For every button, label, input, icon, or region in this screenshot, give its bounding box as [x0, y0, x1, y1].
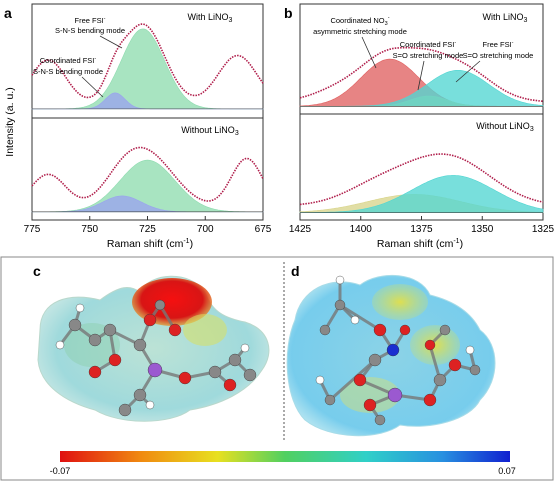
xtick-label: 750 — [81, 224, 98, 235]
fit-curve — [299, 153, 544, 206]
panel-a-free-arrow — [99, 35, 123, 49]
panel-b-xlabel: Raman shift (cm-1) — [377, 238, 463, 250]
atom — [335, 275, 345, 285]
atom — [108, 353, 122, 367]
panel-d-letter: d — [291, 263, 300, 279]
atom — [240, 343, 250, 353]
atom — [223, 378, 237, 392]
fit-curve — [31, 146, 264, 202]
colorbar-min-label: -0.07 — [50, 466, 71, 476]
atom — [350, 315, 360, 325]
panel-b-top-plot — [299, 46, 544, 107]
panel-b-no3-annotation-line1: Coordinated NO3- — [330, 15, 389, 27]
panel-b-bottom-label: Without LiNO3 — [476, 121, 534, 133]
fit-curve — [299, 46, 544, 102]
xtick-label: 700 — [197, 224, 214, 235]
atom — [469, 364, 481, 376]
atom — [387, 387, 403, 403]
xtick-label: 725 — [139, 224, 156, 235]
panel-a-letter: a — [4, 5, 12, 21]
atom — [88, 333, 102, 347]
atom — [75, 303, 85, 313]
panel-a-free-annotation-line1: Free FSI- — [74, 16, 105, 25]
panel-b-no3-arrow — [361, 36, 377, 69]
atom — [368, 353, 382, 367]
panel-a-xticks: 775 750 725 700 675 — [24, 216, 272, 235]
panel-c-molecule-surface — [37, 275, 270, 422]
fit-curve — [31, 23, 264, 99]
panel-a-coord-arrow — [81, 76, 104, 98]
atom — [118, 403, 132, 417]
panel-c-letter: c — [33, 263, 41, 279]
atom — [399, 324, 411, 336]
atom — [133, 338, 147, 352]
atom — [143, 313, 157, 327]
atom — [423, 393, 437, 407]
panel-b-bottom-plot — [299, 153, 544, 213]
xtick-label: 675 — [255, 224, 272, 235]
panel-a-xlabel: Raman shift (cm-1) — [107, 238, 193, 250]
panel-a-top-label: With LiNO3 — [188, 12, 233, 24]
bond — [329, 358, 376, 402]
atom — [145, 400, 155, 410]
colorbar-max-label: 0.07 — [498, 466, 516, 476]
panel-b-free-arrow — [455, 60, 481, 83]
atom — [315, 375, 325, 385]
bond — [339, 303, 381, 332]
series-area — [31, 159, 264, 213]
atom — [103, 323, 117, 337]
panel-b-xticks: 1425 1400 1375 1350 1325 — [289, 216, 554, 235]
panel-d-molecule-atoms — [315, 275, 481, 426]
atom — [374, 414, 386, 426]
xtick-label: 1425 — [289, 224, 312, 235]
panel-b-free-annotation-line1: Free FSI- — [482, 40, 513, 49]
panel-a-free-annotation-line2: S-N-S bending mode — [55, 26, 125, 35]
atom — [178, 371, 192, 385]
xtick-label: 1325 — [532, 224, 554, 235]
colorbar — [60, 451, 510, 462]
atom — [208, 365, 222, 379]
atom — [334, 299, 346, 311]
panel-a-bottom-plot — [31, 146, 264, 213]
panel-b-no3-annotation-line2: asymmetric stretching mode — [313, 27, 407, 36]
atom — [228, 353, 242, 367]
panel-a-top-plot — [31, 23, 264, 110]
panel-b-coord-arrow — [417, 60, 425, 91]
atom — [319, 324, 331, 336]
atom — [373, 323, 387, 337]
xtick-label: 1350 — [471, 224, 494, 235]
panel-b-top-label: With LiNO3 — [483, 12, 528, 24]
atom — [433, 373, 447, 387]
panel-b-free-annotation-line2: S=O stretching mode — [463, 51, 534, 60]
panel-a-bottom-label: Without LiNO3 — [181, 125, 239, 137]
atom — [448, 358, 462, 372]
atom — [353, 373, 367, 387]
panel-b-letter: b — [284, 5, 293, 21]
atom — [68, 318, 82, 332]
atom — [55, 340, 65, 350]
atom — [424, 339, 436, 351]
atom — [133, 388, 147, 402]
atom — [324, 394, 336, 406]
panel-a-ylabel: Intensity (a. u.) — [4, 87, 16, 156]
panel-c-molecule-atoms — [55, 299, 257, 417]
atom — [168, 323, 182, 337]
panel-b-coord-annotation-line2: S=O stretching mode — [393, 51, 464, 60]
panel-a-coord-annotation-line1: Coordinated FSI- — [40, 56, 97, 65]
atom — [363, 398, 377, 412]
xtick-label: 1375 — [410, 224, 433, 235]
atom — [88, 365, 102, 379]
xtick-label: 1400 — [350, 224, 373, 235]
xtick-label: 775 — [24, 224, 41, 235]
series-area — [299, 175, 544, 213]
panel-a-coord-annotation-line2: S-N-S bending mode — [33, 67, 103, 76]
panel-b-coord-annotation-line1: Coordinated FSI- — [400, 40, 457, 49]
atom — [147, 362, 163, 378]
atom — [386, 343, 400, 357]
atom — [465, 345, 475, 355]
atom — [243, 368, 257, 382]
atom — [439, 324, 451, 336]
atom — [154, 299, 166, 311]
